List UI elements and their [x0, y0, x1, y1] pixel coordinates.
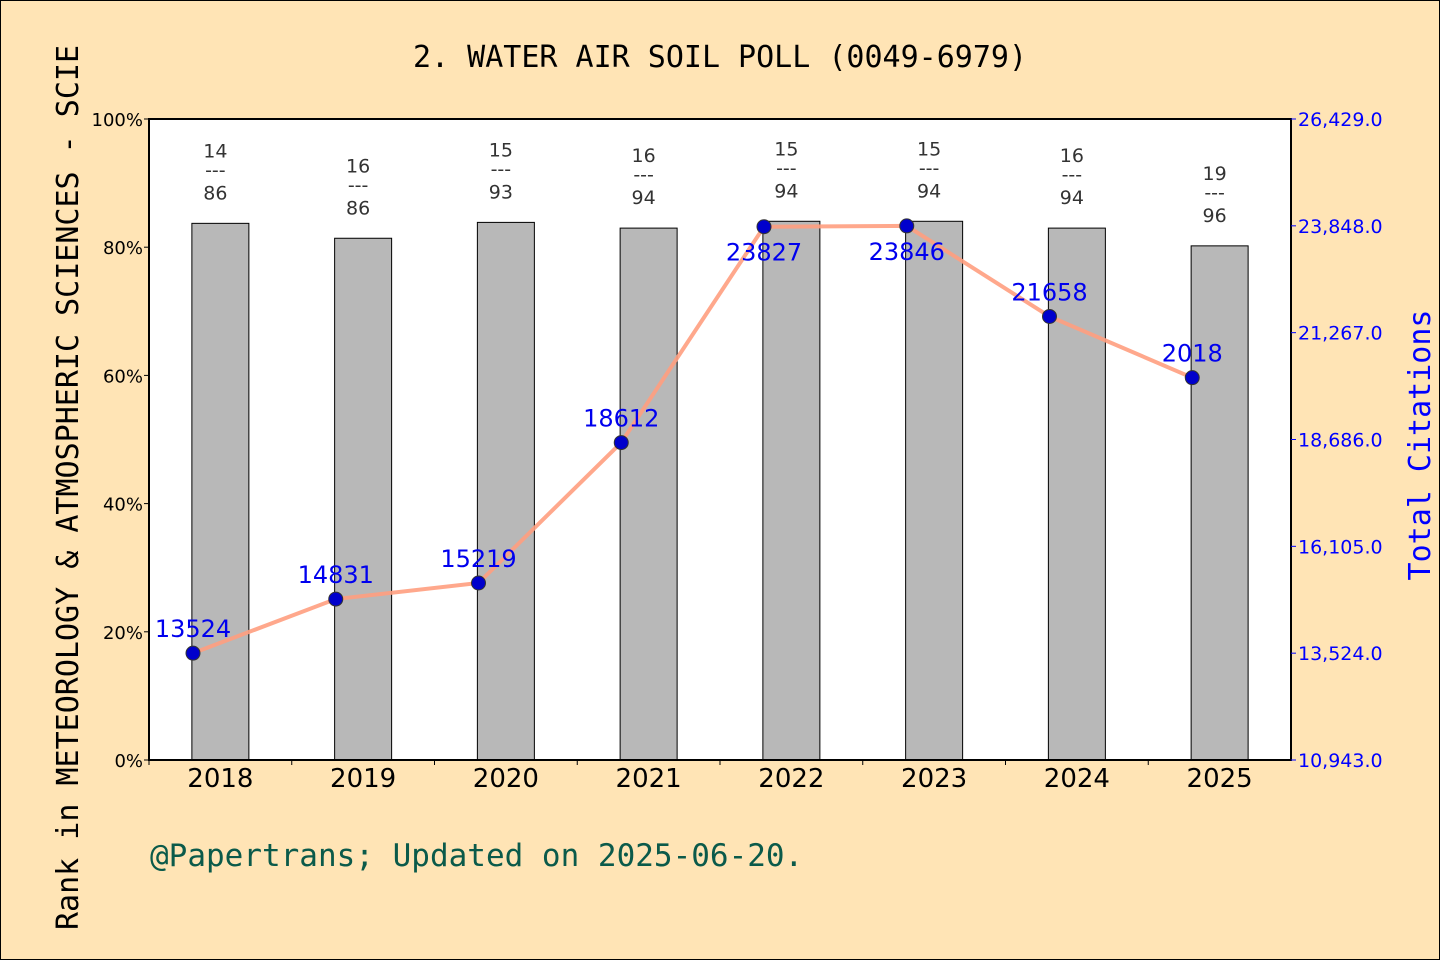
rank-total-2024: 94	[1060, 187, 1084, 209]
rank-total-2018: 86	[203, 182, 227, 204]
rank-total-2020: 93	[489, 181, 513, 203]
x-tick-2019: 2019	[330, 764, 396, 794]
rank-separator-2025: ---	[1204, 182, 1225, 204]
rank-label-2023: 15	[917, 138, 941, 160]
bar-2019	[334, 237, 393, 761]
x-tick-2023: 2023	[901, 764, 967, 794]
x-tick-2018: 2018	[187, 764, 253, 794]
citation-point-2019	[328, 591, 344, 607]
rank-total-2025: 96	[1203, 205, 1227, 227]
rank-label-2018: 14	[203, 140, 227, 162]
citation-label-2022: 23827	[726, 239, 802, 267]
bar-2023	[905, 220, 964, 761]
citations-line	[192, 223, 1194, 656]
citation-point-2025	[1184, 370, 1200, 386]
citation-point-2023	[899, 218, 915, 234]
citation-label-2019: 14831	[298, 561, 374, 589]
citation-label-2018: 13524	[155, 615, 231, 643]
x-tick-2020: 2020	[473, 764, 539, 794]
rank-separator-2021: ---	[633, 164, 654, 186]
rank-separator-2022: ---	[776, 157, 797, 179]
citation-label-2020: 15219	[440, 545, 516, 573]
y-tick-label: 20%	[103, 623, 143, 644]
y-tick-label: 60%	[103, 366, 143, 387]
citation-point-2018	[185, 645, 201, 661]
y-tick-label: 80%	[103, 238, 143, 259]
bar-2021	[619, 227, 678, 761]
bar-2024	[1047, 227, 1106, 761]
y-tick-label: 100%	[92, 110, 143, 131]
rank-label-2022: 15	[774, 138, 798, 160]
right-tick-label: 23,848.0	[1298, 216, 1383, 238]
citation-point-2020	[471, 575, 486, 591]
rank-separator-2024: ---	[1062, 164, 1083, 186]
right-tick-label: 26,429.0	[1298, 109, 1383, 131]
citation-label-2021: 18612	[583, 405, 659, 433]
y-axis-label: Rank in METEOROLOGY & ATMOSPHERIC SCIENC…	[51, 45, 86, 930]
x-tick-2021: 2021	[616, 764, 682, 794]
rank-total-2023: 94	[917, 180, 941, 202]
bar-2025	[1190, 245, 1249, 761]
rank-separator-2023: ---	[919, 157, 940, 179]
footer-credit: @Papertrans; Updated on 2025-06-20.	[150, 838, 803, 874]
rank-separator-2019: ---	[348, 174, 369, 196]
rank-total-2019: 86	[346, 197, 370, 219]
rank-total-2021: 94	[632, 187, 656, 209]
right-tick-label: 16,105.0	[1298, 536, 1383, 558]
right-tick-label: 13,524.0	[1298, 643, 1383, 665]
rank-label-2021: 16	[632, 145, 656, 167]
right-tick-label: 21,267.0	[1298, 323, 1383, 345]
rank-separator-2018: ---	[205, 159, 226, 181]
plot-area	[149, 119, 1291, 760]
rank-label-2024: 16	[1060, 145, 1084, 167]
x-tick-2025: 2025	[1187, 764, 1253, 794]
right-axis-label: Total Citations	[1403, 310, 1438, 581]
bar-2018	[191, 222, 250, 761]
citation-label-2025: 2018	[1162, 340, 1223, 368]
rank-label-2019: 16	[346, 155, 370, 177]
rank-separator-2020: ---	[491, 158, 512, 180]
rank-label-2025: 19	[1203, 163, 1227, 185]
bar-2022	[762, 220, 821, 761]
y-tick-label: 0%	[114, 751, 143, 772]
chart-title: 2. WATER AIR SOIL POLL (0049-6979)	[413, 40, 1027, 75]
citation-point-2021	[613, 435, 629, 451]
x-tick-2022: 2022	[758, 764, 824, 794]
citation-label-2023: 23846	[869, 238, 945, 266]
bar-2020	[476, 221, 535, 761]
citation-label-2024: 21658	[1011, 278, 1087, 306]
right-tick-label: 18,686.0	[1298, 430, 1383, 452]
rank-total-2022: 94	[774, 180, 798, 202]
x-tick-2024: 2024	[1044, 764, 1110, 794]
right-tick-label: 10,943.0	[1298, 750, 1383, 772]
citation-point-2024	[1042, 308, 1057, 324]
y-tick-label: 40%	[103, 495, 143, 516]
rank-label-2020: 15	[489, 139, 513, 161]
citation-point-2022	[756, 219, 772, 235]
